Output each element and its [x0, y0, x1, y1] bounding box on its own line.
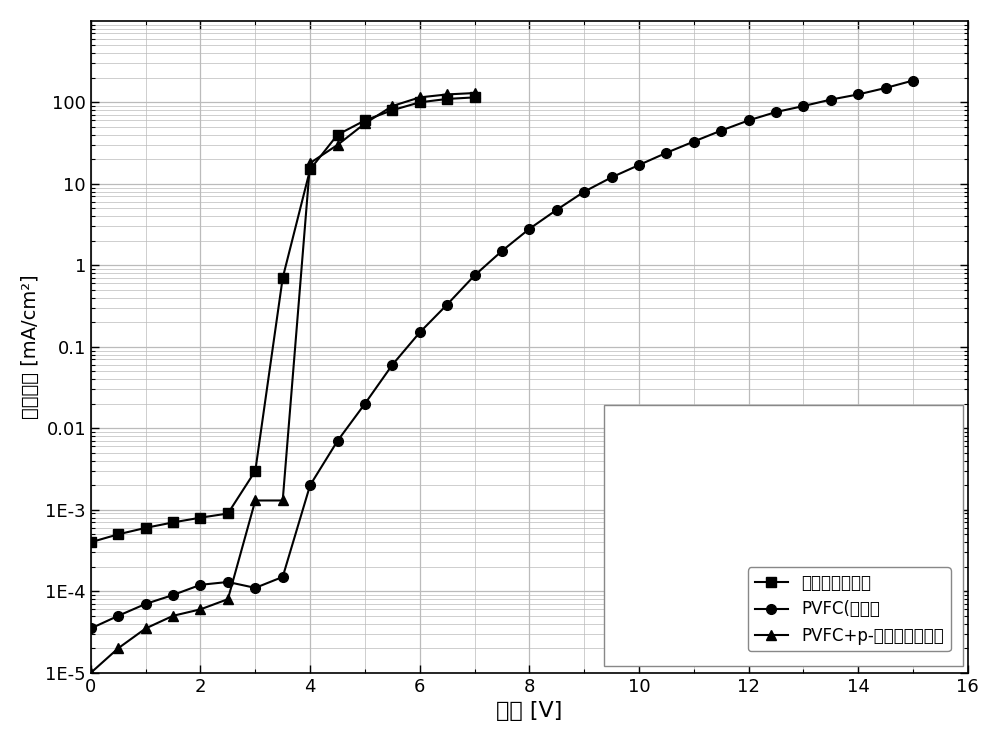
PVFC(旋涂） — [852, 90, 864, 99]
聚塞吩（旋涂） — [441, 94, 453, 103]
聚塞吩（旋涂） — [469, 93, 481, 102]
Legend: 聚塞吩（旋涂）, PVFC(旋涂）, PVFC+p-掺杂剂（旋涂）: 聚塞吩（旋涂）, PVFC(旋涂）, PVFC+p-掺杂剂（旋涂） — [748, 568, 951, 651]
PVFC(旋涂） — [825, 95, 837, 104]
PVFC(旋涂） — [688, 137, 700, 146]
PVFC(旋涂） — [469, 271, 481, 280]
PVFC(旋涂） — [112, 611, 124, 620]
PVFC(旋涂） — [606, 173, 618, 182]
PVFC(旋涂） — [85, 624, 97, 633]
PVFC+p-掺杂剂（旋涂） — [194, 605, 206, 614]
Line: PVFC+p-掺杂剂（旋涂）: PVFC+p-掺杂剂（旋涂） — [86, 88, 479, 677]
聚塞吩（旋涂） — [140, 523, 152, 532]
聚塞吩（旋涂） — [304, 165, 316, 174]
PVFC(旋涂） — [660, 148, 672, 157]
PVFC(旋涂） — [277, 573, 289, 582]
聚塞吩（旋涂） — [249, 467, 261, 476]
PVFC+p-掺杂剂（旋涂） — [140, 624, 152, 633]
PVFC+p-掺杂剂（旋涂） — [332, 140, 344, 149]
PVFC+p-掺杂剂（旋涂） — [469, 88, 481, 97]
PVFC(旋涂） — [523, 224, 535, 233]
聚塞吩（旋涂） — [277, 274, 289, 283]
PVFC+p-掺杂剂（旋涂） — [359, 119, 371, 128]
PVFC+p-掺杂剂（旋涂） — [414, 93, 426, 102]
PVFC(旋涂） — [551, 206, 563, 214]
PVFC+p-掺杂剂（旋涂） — [304, 159, 316, 168]
聚塞吩（旋涂） — [332, 131, 344, 139]
PVFC(旋涂） — [907, 76, 919, 85]
FancyBboxPatch shape — [604, 405, 963, 666]
PVFC(旋涂） — [222, 577, 234, 586]
PVFC+p-掺杂剂（旋涂） — [85, 669, 97, 677]
PVFC+p-掺杂剂（旋涂） — [441, 90, 453, 99]
PVFC(旋涂） — [140, 600, 152, 608]
PVFC(旋涂） — [332, 436, 344, 445]
PVFC(旋涂） — [633, 160, 645, 169]
PVFC(旋涂） — [304, 481, 316, 490]
PVFC(旋涂） — [386, 361, 398, 370]
PVFC(旋涂） — [249, 583, 261, 592]
聚塞吩（旋涂） — [359, 116, 371, 125]
PVFC(旋涂） — [770, 108, 782, 116]
聚塞吩（旋涂） — [222, 509, 234, 518]
PVFC(旋涂） — [578, 187, 590, 196]
聚塞吩（旋涂） — [112, 530, 124, 539]
PVFC+p-掺杂剂（旋涂） — [112, 644, 124, 653]
聚塞吩（旋涂） — [85, 538, 97, 547]
PVFC(旋涂） — [441, 300, 453, 309]
PVFC(旋涂） — [496, 246, 508, 255]
PVFC+p-掺杂剂（旋涂） — [249, 496, 261, 505]
PVFC+p-掺杂剂（旋涂） — [222, 594, 234, 603]
Y-axis label: 电流密度 [mA/cm²]: 电流密度 [mA/cm²] — [21, 275, 40, 419]
Text: Fl Blue EML: Fl Blue EML — [842, 617, 946, 635]
PVFC+p-掺杂剂（旋涂） — [277, 496, 289, 505]
PVFC(旋涂） — [414, 328, 426, 337]
Line: PVFC(旋涂）: PVFC(旋涂） — [86, 76, 918, 633]
PVFC(旋涂） — [797, 102, 809, 111]
PVFC(旋涂） — [194, 580, 206, 589]
PVFC(旋涂） — [715, 126, 727, 135]
PVFC(旋涂） — [743, 116, 755, 125]
PVFC(旋涂） — [880, 84, 892, 93]
聚塞吩（旋涂） — [386, 106, 398, 115]
聚塞吩（旋涂） — [167, 518, 179, 527]
聚塞吩（旋涂） — [194, 513, 206, 522]
PVFC(旋涂） — [167, 591, 179, 600]
X-axis label: 电压 [V]: 电压 [V] — [496, 701, 563, 721]
Line: 聚塞吩（旋涂）: 聚塞吩（旋涂） — [86, 93, 479, 547]
PVFC+p-掺杂剂（旋涂） — [386, 102, 398, 111]
聚塞吩（旋涂） — [414, 98, 426, 107]
PVFC+p-掺杂剂（旋涂） — [167, 611, 179, 620]
PVFC(旋涂） — [359, 399, 371, 408]
